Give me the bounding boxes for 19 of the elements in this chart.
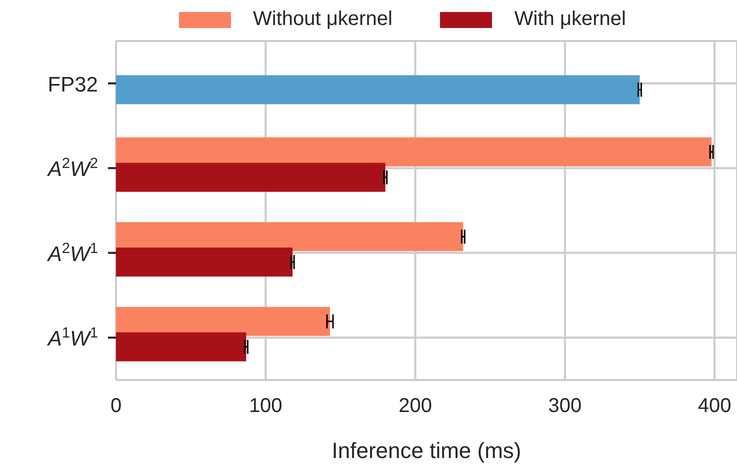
- bar: [116, 222, 464, 252]
- x-tick-label: 0: [110, 395, 122, 418]
- legend-label: Without μkernel: [253, 8, 392, 31]
- bar: [116, 75, 640, 104]
- bar: [116, 162, 386, 192]
- bar: [116, 332, 246, 362]
- bar: [116, 248, 293, 277]
- x-tick-label: 100: [248, 395, 282, 418]
- legend-label: With μkernel: [514, 8, 626, 31]
- x-tick-label: 300: [548, 395, 582, 418]
- x-tick-label: 400: [698, 395, 732, 418]
- x-axis-title: Inference time (ms): [332, 438, 522, 463]
- bar: [116, 306, 330, 336]
- y-tick-label: A$^{1}$W$^{1}$: [46, 326, 98, 351]
- x-tick-label: 200: [398, 395, 432, 418]
- bar: [116, 137, 712, 166]
- y-tick-label: A$^{2}$W$^{1}$: [46, 240, 98, 266]
- y-tick-label: A$^{2}$W$^{2}$: [46, 156, 98, 182]
- y-tick-label: FP32: [48, 73, 98, 96]
